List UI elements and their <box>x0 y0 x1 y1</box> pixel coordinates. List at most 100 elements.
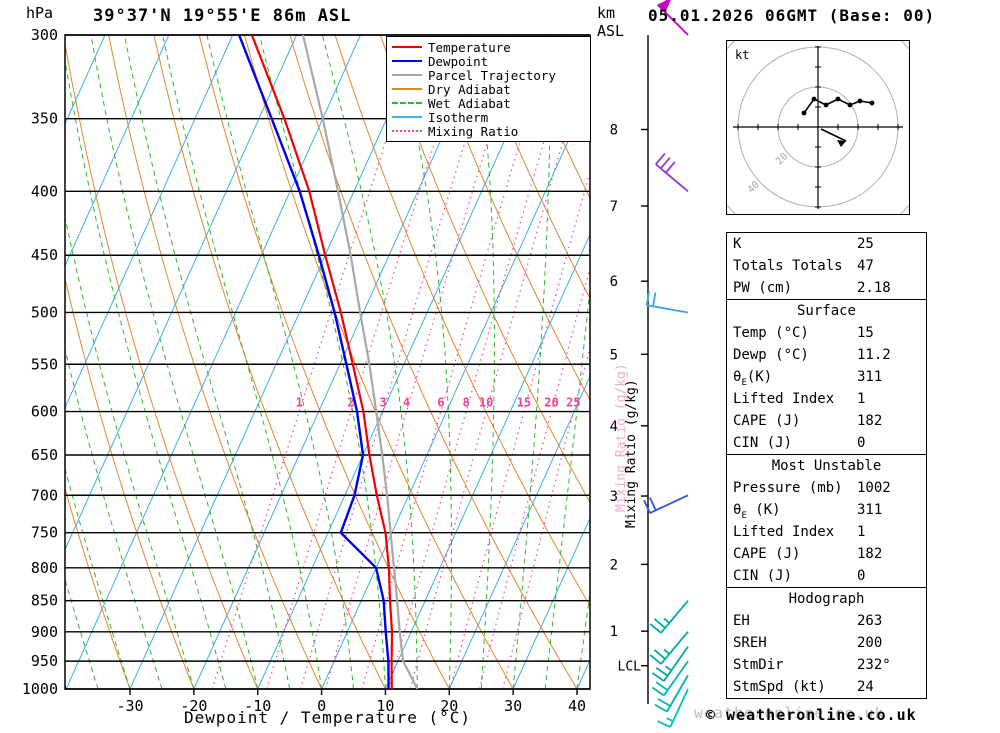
table-row: CAPE (J) 182 <box>727 543 926 565</box>
isotherm-line <box>65 35 170 268</box>
wind-barb <box>651 646 689 682</box>
stat-label: Totals Totals <box>733 258 843 274</box>
dry-adiabat-line <box>425 35 590 402</box>
legend-line-swatch <box>392 102 422 104</box>
table-row: Lifted Index 1 <box>727 388 926 410</box>
wind-barb <box>645 291 689 314</box>
stats-table: K 25 Totals Totals 47 PW (cm) 2.18 Surface Temp… <box>726 232 927 699</box>
pressure-unit-label: hPa <box>26 4 54 22</box>
pressure-tick-label: 950 <box>31 652 58 670</box>
stats-section-title: Most Unstable <box>771 458 882 474</box>
wind-barb <box>654 674 689 713</box>
legend-item-label: Wet Adiabat <box>428 95 511 111</box>
mixing-ratio-value-label: 8 <box>462 396 469 410</box>
stat-value: 311 <box>857 369 883 385</box>
mixing-ratio-value-label: 3 <box>379 396 386 410</box>
wind-barb <box>655 152 689 192</box>
stat-value: 200 <box>857 635 883 651</box>
legend-line-swatch <box>392 60 422 62</box>
stat-label: PW (cm) <box>733 280 793 296</box>
hodograph-trace-point <box>801 110 807 116</box>
isotherm-line <box>193 35 489 689</box>
legend-line-swatch <box>392 88 422 90</box>
valid-datetime: 05.01.2026 06GMT (Base: 00) <box>648 6 936 25</box>
km-tick-label: 6 <box>610 274 618 290</box>
isotherm-line <box>384 233 590 689</box>
storm-motion-vector <box>820 128 847 142</box>
wind-barb <box>649 631 689 665</box>
table-row: Lifted Index 1 <box>727 521 926 543</box>
mixing-ratio-value-label: 15 <box>517 396 531 410</box>
stat-label: Dewp (°C) <box>733 347 809 363</box>
pressure-tick-label: 500 <box>31 303 58 321</box>
temp-tick-label: -30 <box>116 697 143 715</box>
km-tick-label: 8 <box>610 122 618 138</box>
sounding-profiles <box>237 35 419 689</box>
table-row: CAPE (J) 182 <box>727 410 926 432</box>
table-row: StmSpd (kt) 24 <box>727 676 926 698</box>
stat-value: 1 <box>857 391 866 407</box>
x-axis-label: Dewpoint / Temperature (°C) <box>183 708 472 727</box>
legend-item: Isotherm <box>392 110 584 124</box>
hodograph-trace-point <box>811 96 817 102</box>
wind-barb <box>657 688 689 728</box>
dry-adiabat-line <box>924 35 1000 689</box>
stat-label: CAPE (J) <box>733 546 801 562</box>
km-tick-label: 5 <box>610 347 618 363</box>
pressure-tick-label: 800 <box>31 559 58 577</box>
isotherm-line <box>448 375 590 689</box>
stat-value: 15 <box>857 325 874 341</box>
isotherm-line <box>65 35 361 689</box>
stat-value: 263 <box>857 613 883 629</box>
stats-section: Hodograph EH 263 SREH 200 StmDir 232° StmSpd (k… <box>726 587 927 699</box>
km-tick-label: 7 <box>610 199 618 215</box>
table-row: PW (cm) 2.18 <box>727 277 926 299</box>
stat-value: 24 <box>857 679 874 695</box>
wind-barb <box>643 494 689 514</box>
pressure-tick-label: 750 <box>31 524 58 542</box>
stat-value: 47 <box>857 258 874 274</box>
temp-tick-label: 30 <box>504 697 522 715</box>
stat-value: 182 <box>857 546 883 562</box>
km-tick-label: 1 <box>610 624 618 640</box>
stat-value: 11.2 <box>857 347 891 363</box>
copyright-text: © weatheronline.co.uk <box>706 706 917 724</box>
stats-section: Most Unstable Pressure (mb) 1002 θE (K) 311 L… <box>726 454 927 588</box>
stat-label: Lifted Index <box>733 391 835 407</box>
dewpoint-curve <box>237 35 390 689</box>
stat-value: 232° <box>857 657 891 673</box>
hodograph-unit-label: kt <box>735 48 749 62</box>
lcl-label: LCL <box>618 660 642 675</box>
pressure-tick-label: 550 <box>31 355 58 373</box>
stat-label: Pressure (mb) <box>733 480 843 496</box>
isotherm-line <box>129 35 425 689</box>
legend: Temperature Dewpoint Parcel Trajectory Dry … <box>386 36 591 142</box>
legend-item-label: Temperature <box>428 39 511 55</box>
legend-item: Temperature <box>392 40 584 54</box>
asl-label: ASL <box>597 22 625 40</box>
stats-section-title: Hodograph <box>788 591 865 607</box>
hodograph-trace-point <box>823 102 829 108</box>
mixing-ratio-axis-label: Mixing Ratio (g/kg) <box>624 379 639 528</box>
parcel-trajectory-curve <box>301 35 419 689</box>
table-row: Dewp (°C) 11.2 <box>727 344 926 366</box>
pressure-tick-label: 350 <box>31 110 58 128</box>
pressure-tick-label: 700 <box>31 486 58 504</box>
temperature-curve <box>250 35 394 689</box>
isotherm-line <box>321 91 590 689</box>
km-axis-unit-label: km <box>597 4 616 22</box>
dry-adiabat-line <box>65 41 259 689</box>
isotherm-line <box>65 35 298 551</box>
stat-label: StmDir <box>733 657 784 673</box>
table-row: EH 263 <box>727 610 926 632</box>
table-row: Totals Totals 47 <box>727 255 926 277</box>
table-row: θE(K) 311 <box>727 366 926 388</box>
pressure-tick-label: 850 <box>31 592 58 610</box>
legend-item: Dry Adiabat <box>392 82 584 96</box>
stat-label: Lifted Index <box>733 524 835 540</box>
stat-value: 25 <box>857 236 874 252</box>
stat-value: 2.18 <box>857 280 891 296</box>
mixing-ratio-value-label: 4 <box>403 396 410 410</box>
pressure-tick-label: 650 <box>31 446 58 464</box>
